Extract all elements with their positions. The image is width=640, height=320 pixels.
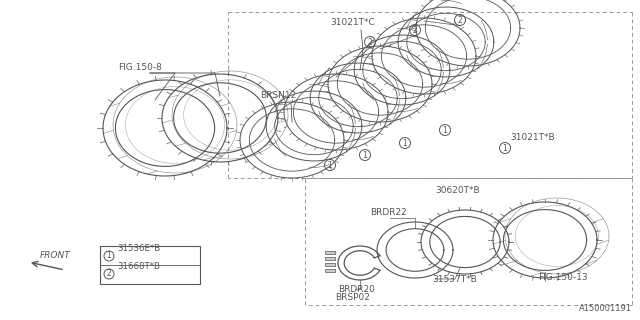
Bar: [325, 268, 335, 271]
Text: 30620T*B: 30620T*B: [435, 186, 479, 195]
Text: 1: 1: [328, 161, 332, 170]
Text: FIG.150-8: FIG.150-8: [118, 63, 162, 72]
Text: BRDR20: BRDR20: [338, 285, 375, 294]
Text: 2: 2: [458, 15, 462, 25]
Text: 31668T*B: 31668T*B: [117, 262, 160, 271]
Text: 31537T*B: 31537T*B: [432, 275, 477, 284]
Text: 1: 1: [403, 139, 408, 148]
Text: BRDR22: BRDR22: [370, 208, 407, 217]
Text: 2: 2: [107, 269, 111, 278]
Text: 31536E*B: 31536E*B: [117, 244, 160, 253]
Text: FIG.150-13: FIG.150-13: [538, 273, 588, 282]
Text: FRONT: FRONT: [40, 251, 70, 260]
Text: BRSN12: BRSN12: [260, 91, 296, 100]
Text: 1: 1: [502, 143, 508, 153]
Text: 1: 1: [363, 150, 367, 159]
Bar: [325, 251, 335, 253]
Text: 1: 1: [443, 125, 447, 134]
Bar: [325, 257, 335, 260]
Text: BRSP02: BRSP02: [335, 293, 370, 302]
Bar: [100, 246, 200, 284]
Bar: [325, 262, 335, 266]
Text: 1: 1: [107, 252, 111, 260]
Text: 2: 2: [367, 37, 372, 46]
Text: 31021T*C: 31021T*C: [330, 18, 375, 27]
Text: A150001191: A150001191: [579, 304, 632, 313]
Text: 2: 2: [413, 26, 417, 35]
Text: 31021T*B: 31021T*B: [510, 133, 555, 142]
